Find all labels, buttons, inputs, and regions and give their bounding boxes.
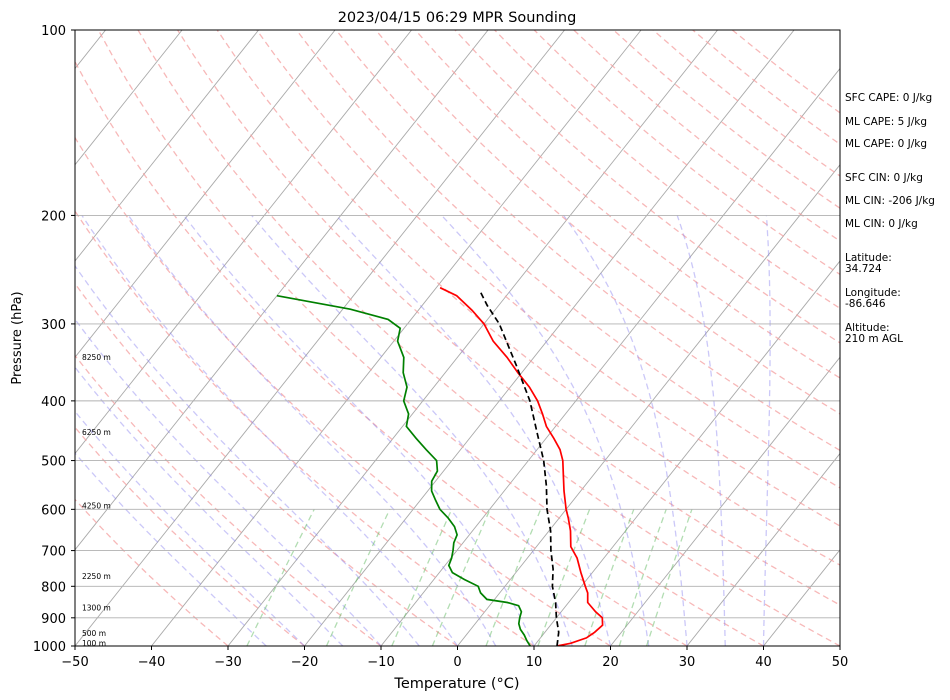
isotherm-line <box>75 30 489 551</box>
isotherm-line <box>227 30 718 646</box>
moist-adiabat-line <box>762 215 771 646</box>
longitude-value: -86.646 <box>845 298 886 310</box>
y-tick-label: 500 <box>41 455 66 470</box>
moist-adiabat-line <box>335 214 612 646</box>
x-tick-label: 50 <box>832 655 849 670</box>
plot-frame <box>74 29 841 647</box>
y-tick-label: 400 <box>41 395 66 410</box>
ml-cape-text-secondary: ML CAPE: 0 J/kg <box>845 138 928 150</box>
height-label: 100 m <box>82 639 106 648</box>
isotherm-line <box>610 356 840 646</box>
isotherm-line <box>75 30 565 646</box>
moist-adiabat-line <box>75 410 305 646</box>
dry-adiabat-line <box>75 354 382 646</box>
mixing-ratio-line <box>325 509 391 646</box>
x-tick-label: −40 <box>138 655 165 670</box>
isotherm-line <box>75 30 412 455</box>
x-tick-label: 10 <box>526 655 543 670</box>
y-tick-label: 600 <box>41 503 66 518</box>
x-tick-label: 40 <box>755 655 772 670</box>
dry-adiabat-line <box>75 60 688 646</box>
y-tick-label: 800 <box>41 580 66 595</box>
ml-cin-text-secondary: ML CIN: 0 J/kg <box>845 218 918 230</box>
isotherm-line <box>457 164 840 646</box>
moist-adiabat-line <box>251 214 573 646</box>
latitude-label: Latitude: <box>845 252 892 264</box>
isotherm-line <box>304 30 795 646</box>
moist-adiabat-line <box>676 215 726 646</box>
y-tick-label: 100 <box>41 24 66 39</box>
isotherm-line <box>533 260 840 646</box>
dry-adiabat-line <box>335 30 840 452</box>
dry-adiabat-line <box>75 498 229 646</box>
height-label: 2250 m <box>82 572 111 581</box>
altitude-label: Altitude: <box>845 322 890 334</box>
dry-adiabat-line <box>75 282 458 646</box>
sounding-profiles <box>276 286 604 646</box>
x-tick-label: −30 <box>214 655 241 670</box>
dry-adiabat-line <box>137 30 840 646</box>
x-tick-label: −10 <box>367 655 394 670</box>
ml-cin-text: ML CIN: -206 J/kg <box>845 195 935 207</box>
altitude-value: 210 m AGL <box>845 333 903 345</box>
temperature-profile <box>439 286 604 646</box>
sfc-cin-text: SFC CIN: 0 J/kg <box>845 172 923 184</box>
x-axis-ticks: −50 −40 −30 −20 −10 0 10 20 30 40 50 <box>61 646 848 670</box>
isotherm-line <box>75 30 183 166</box>
height-label: 500 m <box>82 629 106 638</box>
x-tick-label: 30 <box>679 655 696 670</box>
sfc-cape-text: SFC CAPE: 0 J/kg <box>845 92 933 104</box>
isotherm-line <box>151 30 642 646</box>
moist-adiabat-line <box>75 264 420 646</box>
moist-adiabat-line <box>563 215 688 646</box>
dry-adiabat-line <box>75 136 611 646</box>
isotherm-line <box>686 452 840 646</box>
y-axis-label: Pressure (hPa) <box>10 291 25 384</box>
x-tick-label: −50 <box>61 655 88 670</box>
height-label: 6250 m <box>82 428 111 437</box>
dry-adiabat-line <box>375 30 840 415</box>
isotherm-line <box>75 30 336 358</box>
x-axis-label: Temperature (°C) <box>393 676 519 692</box>
y-tick-label: 900 <box>41 612 66 627</box>
height-label: 8250 m <box>82 353 111 362</box>
mixing-ratio-line <box>485 509 542 646</box>
y-axis-ticks: 1000 900 800 700 600 500 400 300 200 100 <box>33 24 75 655</box>
longitude-label: Longitude: <box>845 287 901 299</box>
height-label: 4250 m <box>82 501 111 510</box>
y-tick-label: 700 <box>41 545 66 560</box>
dry-adiabat-line <box>97 30 764 646</box>
y-tick-label: 1000 <box>33 640 66 655</box>
moist-adiabat-line <box>441 214 650 646</box>
x-tick-label: −20 <box>291 655 318 670</box>
isotherm-line <box>380 67 840 646</box>
mixing-ratio-line <box>246 509 315 646</box>
dry-adiabat-line <box>414 30 840 379</box>
ml-cape-text: ML CAPE: 5 J/kg <box>845 116 928 128</box>
chart-title: 2023/04/15 06:29 MPR Sounding <box>338 10 577 26</box>
parcel-profile <box>479 290 560 646</box>
height-label: 1300 m <box>82 603 111 612</box>
latitude-value: 34.724 <box>845 263 882 275</box>
dry-adiabat-line <box>177 30 840 606</box>
moist-adiabat-line <box>75 452 267 646</box>
dewpoint-profile <box>276 294 531 646</box>
y-tick-label: 200 <box>41 209 66 224</box>
background-lines <box>75 30 840 646</box>
isotherm-line <box>75 30 259 262</box>
y-tick-label: 300 <box>41 318 66 333</box>
x-tick-label: 0 <box>453 655 461 670</box>
pressure-gridlines <box>75 30 840 646</box>
x-tick-label: 20 <box>602 655 619 670</box>
